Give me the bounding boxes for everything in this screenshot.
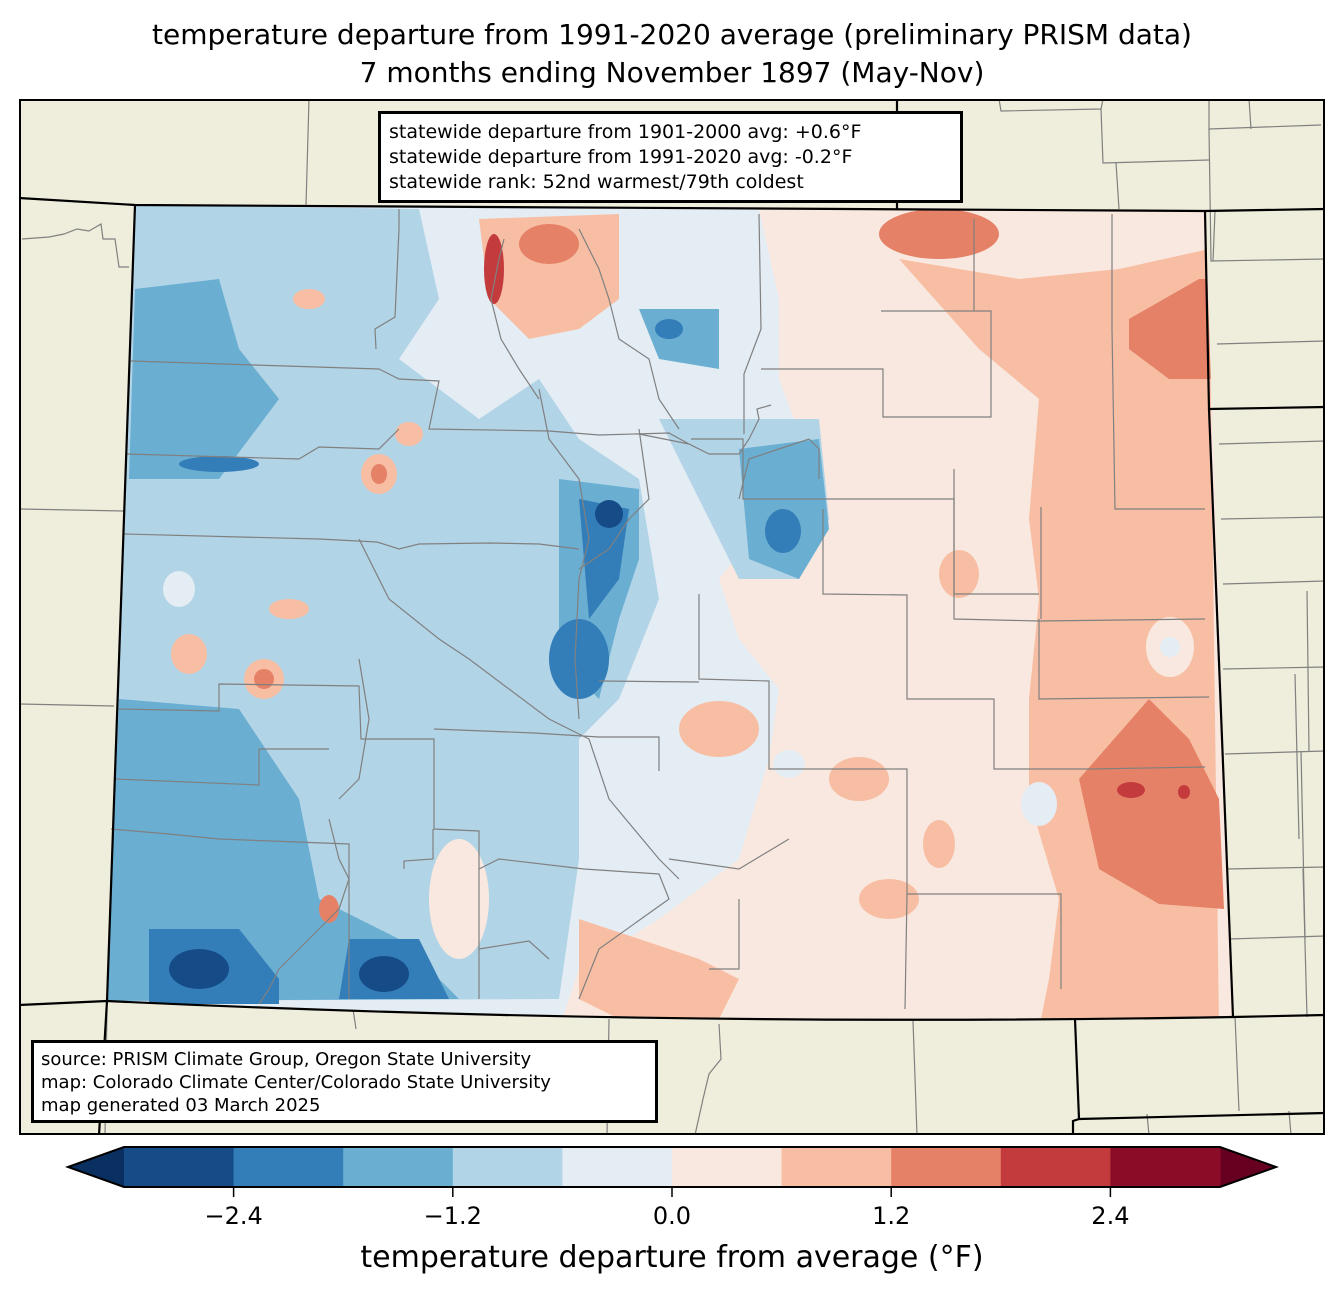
map-subtitle: 7 months ending November 1897 (May-Nov) [359, 56, 985, 89]
colorbar-segment [672, 1147, 783, 1187]
stat-departure-1991-2020: statewide departure from 1991-2020 avg: … [389, 146, 853, 168]
county-lines [110, 209, 1210, 1010]
colorbar-segment [781, 1147, 892, 1187]
colorbar-tick-label: −1.2 [423, 1202, 482, 1230]
map-credit-line: map: Colorado Climate Center/Colorado St… [41, 1072, 551, 1093]
state-borders [19, 99, 1325, 1135]
colorbar-segment [1000, 1147, 1111, 1187]
colorbar-tick-label: −2.4 [204, 1202, 263, 1230]
map-title: temperature departure from 1991-2020 ave… [152, 18, 1192, 51]
stat-departure-1901-2000: statewide departure from 1901-2000 avg: … [389, 121, 862, 143]
colorbar-tick-label: 1.2 [872, 1202, 911, 1230]
colorbar-segment [562, 1147, 673, 1187]
generated-date-line: map generated 03 March 2025 [41, 1095, 321, 1116]
temperature-field [107, 205, 1233, 1020]
colorbar-segment [452, 1147, 563, 1187]
stat-rank: statewide rank: 52nd warmest/79th coldes… [389, 171, 804, 193]
colorbar-outline [65, 1146, 1279, 1188]
colorbar-segment [891, 1147, 1002, 1187]
colorbar-segment [124, 1147, 235, 1187]
colorbar-segment [233, 1147, 344, 1187]
source-line: source: PRISM Climate Group, Oregon Stat… [41, 1049, 532, 1070]
colorbar-label: temperature departure from average (°F) [360, 1240, 984, 1275]
statewide-stats-box: statewide departure from 1901-2000 avg: … [378, 111, 963, 203]
colorbar-segment [1110, 1147, 1221, 1187]
colorbar-extend-min [68, 1147, 124, 1187]
source-box: source: PRISM Climate Group, Oregon Stat… [31, 1040, 658, 1123]
colorbar-tick-label: 2.4 [1091, 1202, 1130, 1230]
colorbar [65, 1146, 1279, 1197]
colorbar-segment [343, 1147, 454, 1187]
colorbar-tick-label: 0.0 [652, 1202, 692, 1230]
colorado-temperature-map [19, 99, 1325, 1135]
colorbar-extend-max [1220, 1147, 1276, 1187]
map-frame [19, 99, 1325, 1135]
